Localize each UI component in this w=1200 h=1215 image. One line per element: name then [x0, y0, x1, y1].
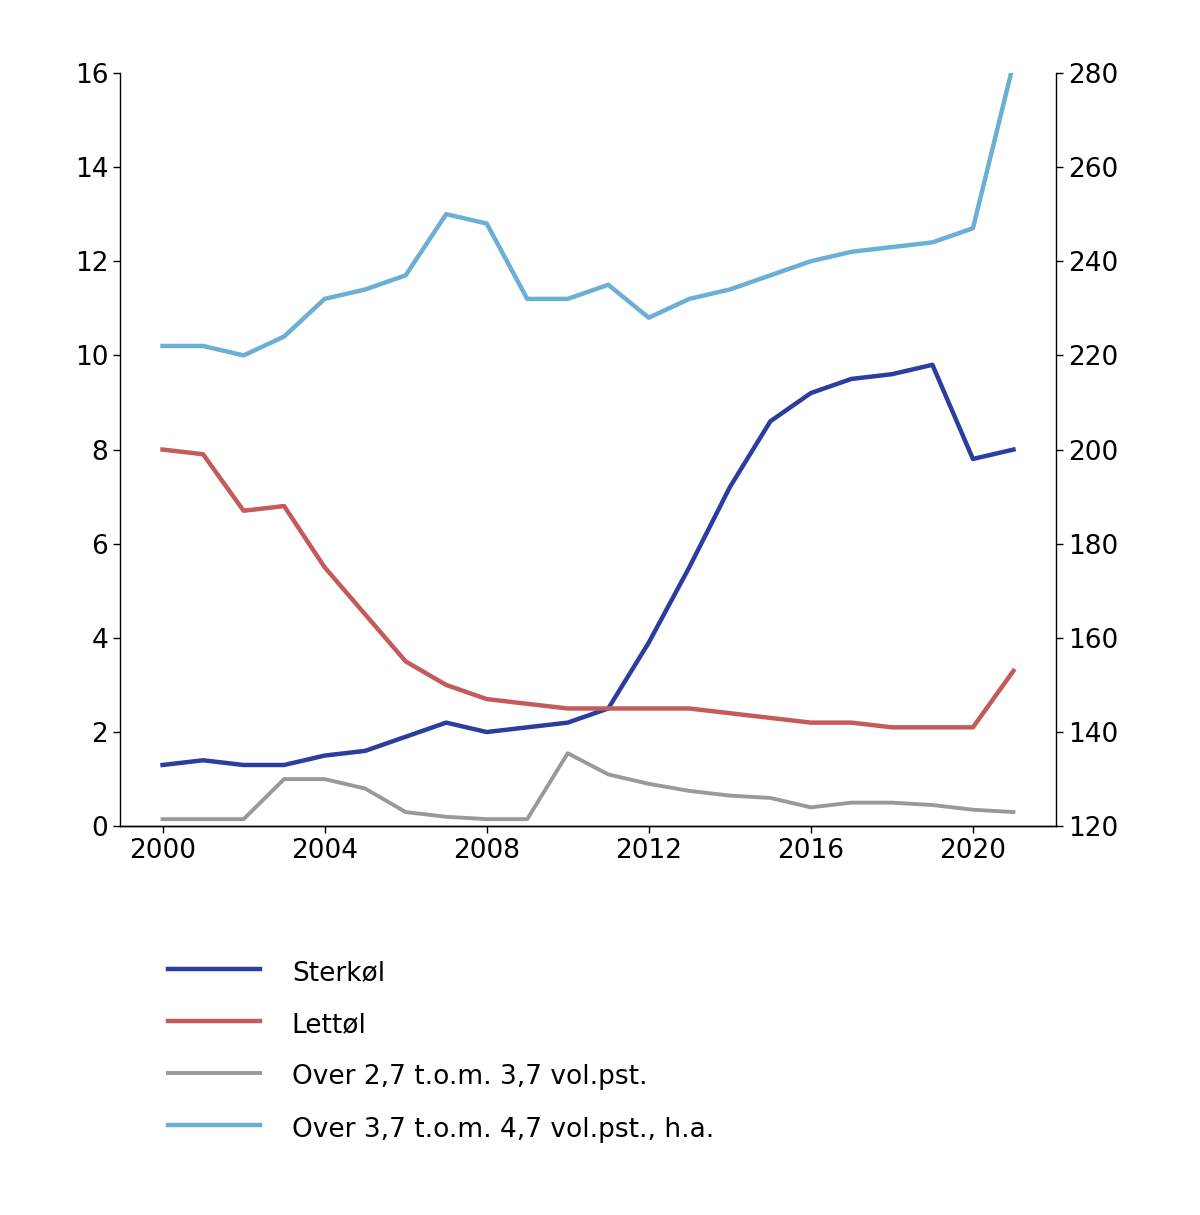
- Lettøl: [844, 716, 858, 730]
- Over 3,7 t.o.m. 4,7 vol.pst., h.a.: [804, 254, 818, 269]
- Sterkøl: [804, 386, 818, 401]
- Over 2,7 t.o.m. 3,7 vol.pst.: [358, 781, 372, 796]
- Over 3,7 t.o.m. 4,7 vol.pst., h.a.: [763, 269, 778, 283]
- Lettøl: [560, 701, 575, 716]
- Over 2,7 t.o.m. 3,7 vol.pst.: [642, 776, 656, 791]
- Over 2,7 t.o.m. 3,7 vol.pst.: [682, 784, 696, 798]
- Sterkøl: [155, 758, 169, 773]
- Lettøl: [966, 720, 980, 735]
- Over 2,7 t.o.m. 3,7 vol.pst.: [925, 798, 940, 813]
- Over 3,7 t.o.m. 4,7 vol.pst., h.a.: [439, 207, 454, 221]
- Over 3,7 t.o.m. 4,7 vol.pst., h.a.: [236, 349, 251, 363]
- Lettøl: [1007, 663, 1021, 678]
- Lettøl: [642, 701, 656, 716]
- Over 3,7 t.o.m. 4,7 vol.pst., h.a.: [925, 236, 940, 250]
- Over 2,7 t.o.m. 3,7 vol.pst.: [1007, 804, 1021, 819]
- Lettøl: [358, 608, 372, 622]
- Sterkøl: [358, 744, 372, 758]
- Sterkøl: [642, 635, 656, 650]
- Over 3,7 t.o.m. 4,7 vol.pst., h.a.: [844, 244, 858, 259]
- Over 3,7 t.o.m. 4,7 vol.pst., h.a.: [560, 292, 575, 306]
- Sterkøl: [682, 560, 696, 575]
- Sterkøl: [236, 758, 251, 773]
- Over 2,7 t.o.m. 3,7 vol.pst.: [763, 791, 778, 806]
- Over 2,7 t.o.m. 3,7 vol.pst.: [560, 746, 575, 761]
- Over 3,7 t.o.m. 4,7 vol.pst., h.a.: [480, 216, 494, 231]
- Over 2,7 t.o.m. 3,7 vol.pst.: [520, 812, 534, 826]
- Sterkøl: [277, 758, 292, 773]
- Over 3,7 t.o.m. 4,7 vol.pst., h.a.: [884, 239, 899, 254]
- Over 3,7 t.o.m. 4,7 vol.pst., h.a.: [722, 282, 737, 296]
- Over 3,7 t.o.m. 4,7 vol.pst., h.a.: [358, 282, 372, 296]
- Over 2,7 t.o.m. 3,7 vol.pst.: [196, 812, 210, 826]
- Sterkøl: [844, 372, 858, 386]
- Over 3,7 t.o.m. 4,7 vol.pst., h.a.: [318, 292, 332, 306]
- Over 2,7 t.o.m. 3,7 vol.pst.: [277, 772, 292, 786]
- Sterkøl: [601, 701, 616, 716]
- Over 3,7 t.o.m. 4,7 vol.pst., h.a.: [682, 292, 696, 306]
- Lettøl: [763, 711, 778, 725]
- Lettøl: [804, 716, 818, 730]
- Sterkøl: [722, 480, 737, 495]
- Over 2,7 t.o.m. 3,7 vol.pst.: [318, 772, 332, 786]
- Over 2,7 t.o.m. 3,7 vol.pst.: [844, 796, 858, 810]
- Lettøl: [722, 706, 737, 720]
- Sterkøl: [560, 716, 575, 730]
- Lettøl: [884, 720, 899, 735]
- Sterkøl: [196, 753, 210, 768]
- Over 2,7 t.o.m. 3,7 vol.pst.: [601, 767, 616, 781]
- Over 3,7 t.o.m. 4,7 vol.pst., h.a.: [196, 339, 210, 354]
- Line: Over 2,7 t.o.m. 3,7 vol.pst.: Over 2,7 t.o.m. 3,7 vol.pst.: [162, 753, 1014, 819]
- Over 2,7 t.o.m. 3,7 vol.pst.: [966, 802, 980, 816]
- Line: Sterkøl: Sterkøl: [162, 364, 1014, 765]
- Sterkøl: [884, 367, 899, 382]
- Over 2,7 t.o.m. 3,7 vol.pst.: [804, 801, 818, 815]
- Sterkøl: [925, 357, 940, 372]
- Lettøl: [601, 701, 616, 716]
- Lettøl: [439, 678, 454, 693]
- Over 3,7 t.o.m. 4,7 vol.pst., h.a.: [601, 277, 616, 292]
- Over 3,7 t.o.m. 4,7 vol.pst., h.a.: [277, 329, 292, 344]
- Over 2,7 t.o.m. 3,7 vol.pst.: [439, 809, 454, 824]
- Sterkøl: [398, 729, 413, 744]
- Lettøl: [480, 691, 494, 706]
- Lettøl: [277, 498, 292, 513]
- Lettøl: [398, 654, 413, 668]
- Over 2,7 t.o.m. 3,7 vol.pst.: [480, 812, 494, 826]
- Over 2,7 t.o.m. 3,7 vol.pst.: [236, 812, 251, 826]
- Over 3,7 t.o.m. 4,7 vol.pst., h.a.: [1007, 56, 1021, 70]
- Lettøl: [236, 503, 251, 518]
- Over 3,7 t.o.m. 4,7 vol.pst., h.a.: [520, 292, 534, 306]
- Sterkøl: [966, 452, 980, 467]
- Lettøl: [318, 560, 332, 575]
- Over 2,7 t.o.m. 3,7 vol.pst.: [884, 796, 899, 810]
- Sterkøl: [520, 720, 534, 735]
- Over 2,7 t.o.m. 3,7 vol.pst.: [722, 789, 737, 803]
- Over 3,7 t.o.m. 4,7 vol.pst., h.a.: [966, 221, 980, 236]
- Sterkøl: [1007, 442, 1021, 457]
- Over 2,7 t.o.m. 3,7 vol.pst.: [155, 812, 169, 826]
- Over 3,7 t.o.m. 4,7 vol.pst., h.a.: [155, 339, 169, 354]
- Line: Over 3,7 t.o.m. 4,7 vol.pst., h.a.: Over 3,7 t.o.m. 4,7 vol.pst., h.a.: [162, 63, 1014, 356]
- Sterkøl: [763, 414, 778, 429]
- Over 3,7 t.o.m. 4,7 vol.pst., h.a.: [398, 269, 413, 283]
- Over 2,7 t.o.m. 3,7 vol.pst.: [398, 804, 413, 819]
- Sterkøl: [318, 748, 332, 763]
- Lettøl: [682, 701, 696, 716]
- Over 3,7 t.o.m. 4,7 vol.pst., h.a.: [642, 311, 656, 326]
- Lettøl: [520, 696, 534, 711]
- Line: Lettøl: Lettøl: [162, 450, 1014, 728]
- Lettøl: [155, 442, 169, 457]
- Lettøl: [925, 720, 940, 735]
- Sterkøl: [480, 724, 494, 739]
- Legend: Sterkøl, Lettøl, Over 2,7 t.o.m. 3,7 vol.pst., Over 3,7 t.o.m. 4,7 vol.pst., h.a: Sterkøl, Lettøl, Over 2,7 t.o.m. 3,7 vol…: [157, 948, 725, 1153]
- Lettøl: [196, 447, 210, 462]
- Sterkøl: [439, 716, 454, 730]
